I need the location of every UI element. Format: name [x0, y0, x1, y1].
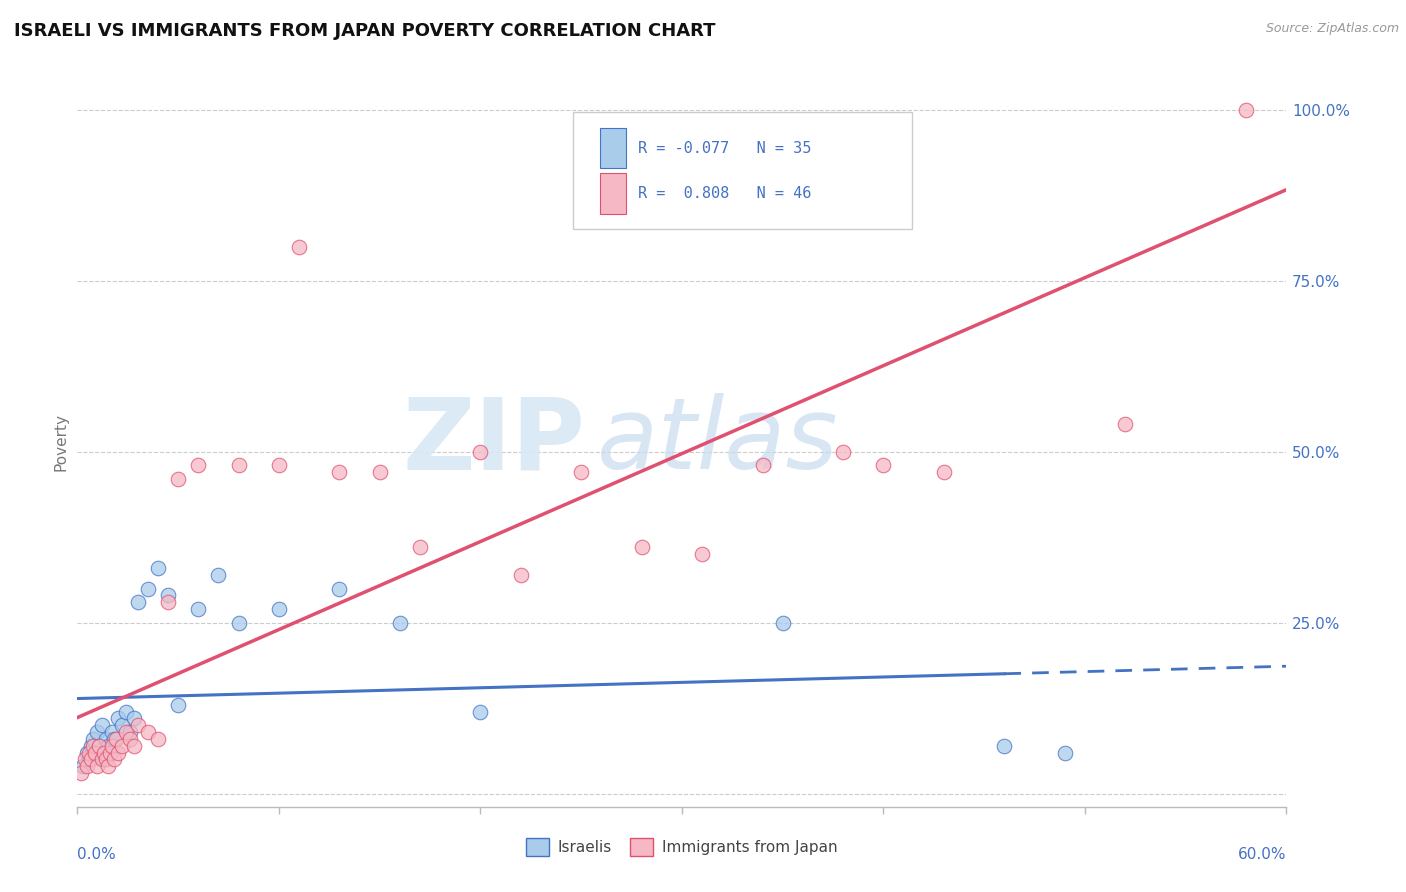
Point — [630, 541, 652, 555]
Point — [90, 718, 112, 732]
Point — [90, 752, 112, 766]
Text: 0.0%: 0.0% — [77, 847, 117, 863]
Point — [328, 582, 350, 596]
Point — [267, 602, 290, 616]
Point — [187, 458, 209, 473]
Point — [288, 240, 311, 254]
Point — [932, 465, 955, 479]
FancyBboxPatch shape — [574, 112, 911, 229]
Point — [76, 759, 98, 773]
Point — [470, 444, 492, 458]
Point — [76, 746, 98, 760]
Point — [368, 465, 391, 479]
Point — [122, 739, 145, 753]
Point — [127, 718, 149, 732]
Point — [114, 725, 136, 739]
Point — [187, 602, 209, 616]
Point — [509, 567, 531, 582]
Point — [1234, 103, 1257, 117]
Point — [569, 465, 592, 479]
Text: Source: ZipAtlas.com: Source: ZipAtlas.com — [1265, 22, 1399, 36]
Point — [104, 731, 127, 746]
Point — [89, 739, 111, 753]
Point — [157, 595, 180, 609]
Text: ISRAELI VS IMMIGRANTS FROM JAPAN POVERTY CORRELATION CHART: ISRAELI VS IMMIGRANTS FROM JAPAN POVERTY… — [14, 22, 716, 40]
Point — [167, 698, 190, 712]
Point — [146, 731, 169, 746]
Point — [70, 766, 93, 780]
Point — [84, 746, 107, 760]
Point — [111, 739, 134, 753]
Point — [772, 615, 794, 630]
Point — [136, 725, 159, 739]
Point — [79, 752, 101, 766]
Point — [100, 739, 122, 753]
Point — [228, 458, 250, 473]
Point — [118, 731, 141, 746]
Point — [993, 739, 1015, 753]
Point — [122, 711, 145, 725]
Point — [107, 746, 129, 760]
Point — [690, 547, 713, 561]
Point — [228, 615, 250, 630]
Point — [409, 541, 432, 555]
Point — [75, 752, 97, 766]
Point — [82, 731, 104, 746]
Point — [96, 739, 118, 753]
FancyBboxPatch shape — [600, 173, 626, 213]
Point — [98, 746, 121, 760]
Point — [872, 458, 894, 473]
Point — [772, 130, 794, 145]
Text: R =  0.808   N = 46: R = 0.808 N = 46 — [638, 186, 811, 201]
Point — [93, 752, 115, 766]
Point — [86, 725, 108, 739]
Point — [328, 465, 350, 479]
Point — [96, 759, 118, 773]
Text: atlas: atlas — [598, 393, 839, 490]
Point — [79, 746, 101, 760]
Point — [93, 746, 115, 760]
Point — [80, 752, 103, 766]
Point — [1114, 417, 1136, 432]
Text: 60.0%: 60.0% — [1239, 847, 1286, 863]
Point — [86, 759, 108, 773]
Point — [751, 458, 773, 473]
Point — [111, 718, 134, 732]
Point — [94, 752, 117, 766]
FancyBboxPatch shape — [600, 128, 626, 169]
Point — [127, 595, 149, 609]
Point — [89, 739, 111, 753]
Point — [207, 567, 229, 582]
Point — [94, 731, 117, 746]
Point — [107, 711, 129, 725]
Y-axis label: Poverty: Poverty — [53, 412, 69, 471]
Point — [167, 472, 190, 486]
Point — [103, 731, 125, 746]
Point — [82, 739, 104, 753]
Text: R = -0.077   N = 35: R = -0.077 N = 35 — [638, 141, 811, 156]
Point — [72, 759, 94, 773]
Point — [1053, 746, 1076, 760]
Point — [832, 444, 855, 458]
Point — [103, 752, 125, 766]
Point — [118, 725, 141, 739]
Point — [388, 615, 411, 630]
Point — [84, 746, 107, 760]
Point — [157, 588, 180, 602]
Legend: Israelis, Immigrants from Japan: Israelis, Immigrants from Japan — [520, 832, 844, 862]
Text: ZIP: ZIP — [402, 393, 585, 490]
Point — [114, 705, 136, 719]
Point — [146, 561, 169, 575]
Point — [80, 739, 103, 753]
Point — [100, 725, 122, 739]
Point — [136, 582, 159, 596]
Point — [267, 458, 290, 473]
Point — [470, 705, 492, 719]
Point — [98, 746, 121, 760]
